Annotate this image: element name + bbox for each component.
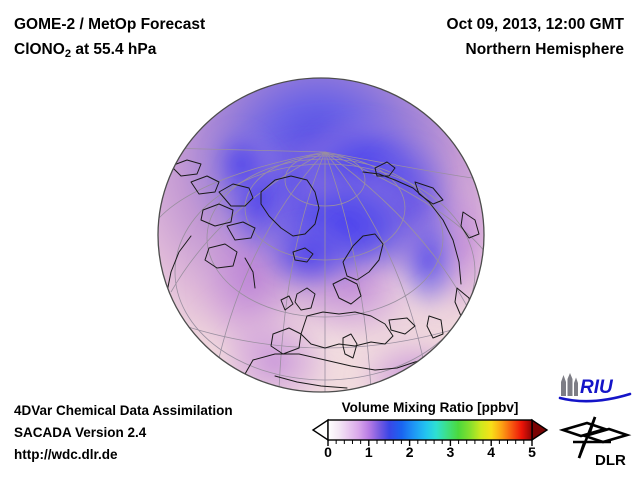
coastline-greenland [260, 175, 320, 237]
colorbar: Volume Mixing Ratio [ppbv] [310, 400, 550, 472]
colorbar-minor-ticks [335, 440, 525, 444]
colorbar-tick-5: 5 [528, 444, 536, 460]
dlr-wordmark: DLR [595, 452, 626, 469]
header-right: Oct 09, 2013, 12:00 GMT Northern Hemisph… [447, 12, 624, 62]
species-prefix: ClONO [14, 41, 65, 58]
colorbar-tick-labels: 0 1 2 3 4 5 [310, 444, 550, 464]
coastline-europe [300, 311, 394, 349]
riu-wordmark: RIU [580, 377, 614, 398]
dlr-logo: DLR [559, 416, 632, 469]
colorbar-tick-2: 2 [405, 444, 414, 460]
orthographic-projection-svg [157, 77, 485, 393]
footer-line-url: http://wdc.dlr.de [14, 447, 118, 462]
colorbar-tick-3: 3 [446, 444, 455, 460]
species-subscript: 2 [64, 48, 72, 61]
dlr-mark-icon [559, 416, 632, 459]
colorbar-tick-4: 4 [487, 444, 496, 460]
region-label: Northern Hemisphere [465, 41, 624, 58]
colorbar-tick-1: 1 [364, 444, 373, 460]
globe-limb [157, 77, 485, 393]
graticule-layer [158, 147, 484, 392]
colorbar-title: Volume Mixing Ratio [ppbv] [341, 400, 519, 415]
header-left: GOME-2 / MetOp Forecast ClONO2 at 55.4 h… [14, 12, 205, 64]
footer-left: 4DVar Chemical Data Assimilation SACADA … [14, 400, 233, 466]
colorbar-major-ticks [327, 440, 533, 446]
colorbar-gradient [327, 419, 533, 441]
species-label: ClONO2 at 55.4 hPa [14, 37, 205, 64]
coastline-layer [166, 159, 480, 389]
footer-line-version: SACADA Version 2.4 [14, 425, 147, 440]
colorbar-cap-high [531, 418, 549, 442]
colorbar-tick-0: 0 [324, 444, 332, 460]
riu-logo: RIU [558, 373, 632, 403]
riu-swoosh-icon [558, 392, 632, 403]
species-suffix: at 55.4 hPa [71, 41, 157, 58]
timestamp: Oct 09, 2013, 12:00 GMT [446, 16, 624, 33]
coastline-north-africa [252, 353, 430, 371]
footer-line-assimilation: 4DVar Chemical Data Assimilation [14, 403, 233, 418]
globe-map [157, 76, 487, 394]
colorbar-cap-low [311, 418, 329, 442]
riu-tower-icon [561, 373, 578, 396]
colorbar-svg [311, 418, 549, 446]
page-title: GOME-2 / MetOp Forecast [14, 16, 206, 33]
